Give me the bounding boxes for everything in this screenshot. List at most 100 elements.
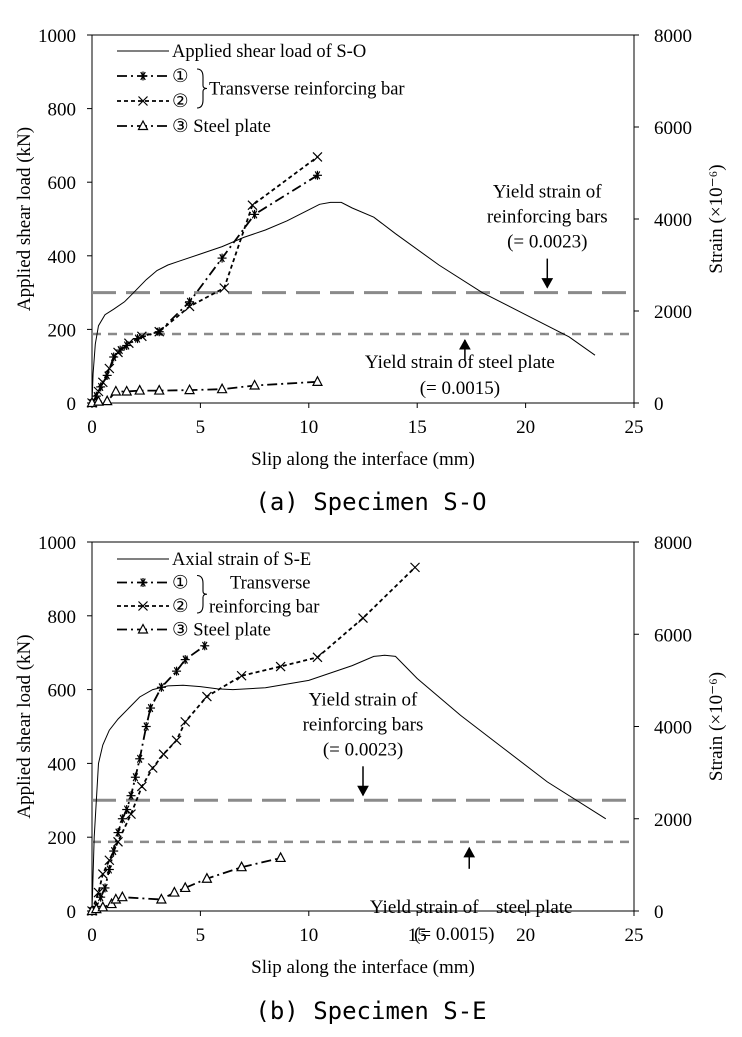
legend-bracket <box>196 574 208 614</box>
y2-axis-label: Strain (×10⁻⁶) <box>706 164 727 273</box>
series-2-point <box>247 200 258 211</box>
y-tick-label: 800 <box>48 607 77 628</box>
reinforcing-bar-yield-note-line-2: (= 0.0023) <box>507 232 587 253</box>
series-3-point <box>134 384 146 395</box>
series-2-point <box>104 855 115 866</box>
y2-tick-label: 8000 <box>654 26 692 47</box>
y2-tick-label: 4000 <box>654 210 692 231</box>
series-2-point <box>136 781 147 792</box>
series-1-point <box>180 655 190 665</box>
reinforcing-bar-yield-note-line-2: (= 0.0023) <box>323 739 403 760</box>
series-2-point <box>201 691 212 702</box>
series-1-point <box>130 772 140 782</box>
series-line-2 <box>91 156 319 404</box>
series-2-point <box>113 836 123 847</box>
steel-plate-yield-note-line-0: Yield strain of <box>370 897 479 918</box>
series-line-0 <box>91 654 607 912</box>
series-2-point <box>93 386 104 397</box>
x-tick-label: 20 <box>516 925 535 946</box>
legend-bracket-label: Transverse reinforcing bar <box>209 573 319 617</box>
y2-axis-label: Strain (×10⁻⁶) <box>706 672 727 781</box>
series-2-point <box>97 869 108 880</box>
series-3-point <box>121 385 133 396</box>
series-1-point <box>217 253 227 263</box>
x-tick-label: 15 <box>408 925 427 946</box>
legend-marker-1 <box>138 71 148 81</box>
series-3-point <box>116 890 128 902</box>
x-tick-label: 0 <box>87 925 97 946</box>
series-1-point <box>172 666 182 676</box>
series-2-point <box>93 887 104 898</box>
y-tick-label: 0 <box>67 902 77 923</box>
series-3-point <box>216 382 228 394</box>
legend-marker-2 <box>138 96 148 106</box>
series-1-point <box>250 209 260 219</box>
series-1-point <box>113 828 123 838</box>
series-line-0 <box>91 201 596 404</box>
y-tick-label: 0 <box>67 394 77 415</box>
series-3-point <box>153 384 165 395</box>
legend: Applied shear load of S-O ① ② ③ Steel plate… <box>117 42 405 137</box>
legend-label-1: ① <box>172 67 189 87</box>
series-line-3 <box>91 857 281 912</box>
series-1-point <box>104 864 114 874</box>
series-3-point <box>168 886 180 897</box>
series-1-point <box>156 682 166 692</box>
series-line-3 <box>91 380 318 404</box>
y-tick-label: 600 <box>48 681 77 702</box>
x-tick-label: 5 <box>196 417 206 438</box>
legend-label-3: ③ Steel plate <box>172 621 271 641</box>
steel-plate-yield-note-line-1: (= 0.0015) <box>420 378 500 399</box>
legend-label-2: ② <box>172 92 189 112</box>
legend-marker-2 <box>138 601 148 611</box>
reinforcing-bar-yield-note-arrowhead <box>357 785 369 797</box>
y-tick-label: 400 <box>48 754 77 775</box>
series-1-point <box>117 814 127 824</box>
reinforcing-bar-yield-note-line-0: Yield strain of <box>493 182 602 203</box>
legend-marker-3 <box>137 119 149 131</box>
reinforcing-bar-yield-note-line-0: Yield strain of <box>309 689 418 710</box>
x-tick-label: 25 <box>625 417 644 438</box>
series-3-point <box>184 383 196 395</box>
series-2-point <box>97 377 108 388</box>
series-1-point <box>126 791 136 801</box>
legend-label-0: Axial strain of S-E <box>172 550 311 570</box>
y2-tick-label: 0 <box>654 902 664 923</box>
legend-bracket-label: Transverse reinforcing bar <box>209 80 405 100</box>
y-axis-label: Applied shear load (kN) <box>14 127 35 311</box>
x-tick-label: 5 <box>196 925 206 946</box>
series-2-point <box>104 363 115 374</box>
panel-caption: (a) Specimen S-O <box>255 488 486 516</box>
y2-tick-label: 8000 <box>654 533 692 554</box>
x-tick-label: 25 <box>625 925 644 946</box>
y2-tick-label: 4000 <box>654 718 692 739</box>
series-1-point <box>146 703 156 713</box>
series-2-point <box>358 613 368 624</box>
series-2-point <box>410 562 420 573</box>
series-2-point <box>219 283 230 293</box>
series-line-1 <box>91 174 318 404</box>
series-1-point <box>200 641 210 651</box>
series-3-point <box>93 395 105 406</box>
x-axis-label: Slip along the interface (mm) <box>251 957 475 978</box>
y-tick-label: 800 <box>48 100 77 121</box>
series-1-point <box>312 170 322 180</box>
series-3-point <box>110 385 122 396</box>
x-axis-label: Slip along the interface (mm) <box>251 449 475 470</box>
steel-plate-yield-note-arrowhead <box>463 846 476 858</box>
y-tick-label: 600 <box>48 173 77 194</box>
series-2-point <box>147 763 158 773</box>
x-tick-label: 0 <box>87 417 97 438</box>
series-2-point <box>312 652 323 663</box>
series-2-point <box>136 331 147 342</box>
reinforcing-bar-yield-note-line-1: reinforcing bars <box>303 714 424 735</box>
series-3-point <box>179 881 191 893</box>
series-3-point <box>249 379 261 390</box>
y-tick-label: 400 <box>48 247 77 268</box>
series-2-point <box>158 749 169 760</box>
steel-plate-yield-note-line-2: (= 0.0015) <box>414 924 494 945</box>
x-tick-label: 10 <box>299 417 318 438</box>
series-2-point <box>123 338 134 349</box>
series-3-point <box>155 893 167 904</box>
panel-caption: (b) Specimen S-E <box>255 997 486 1025</box>
